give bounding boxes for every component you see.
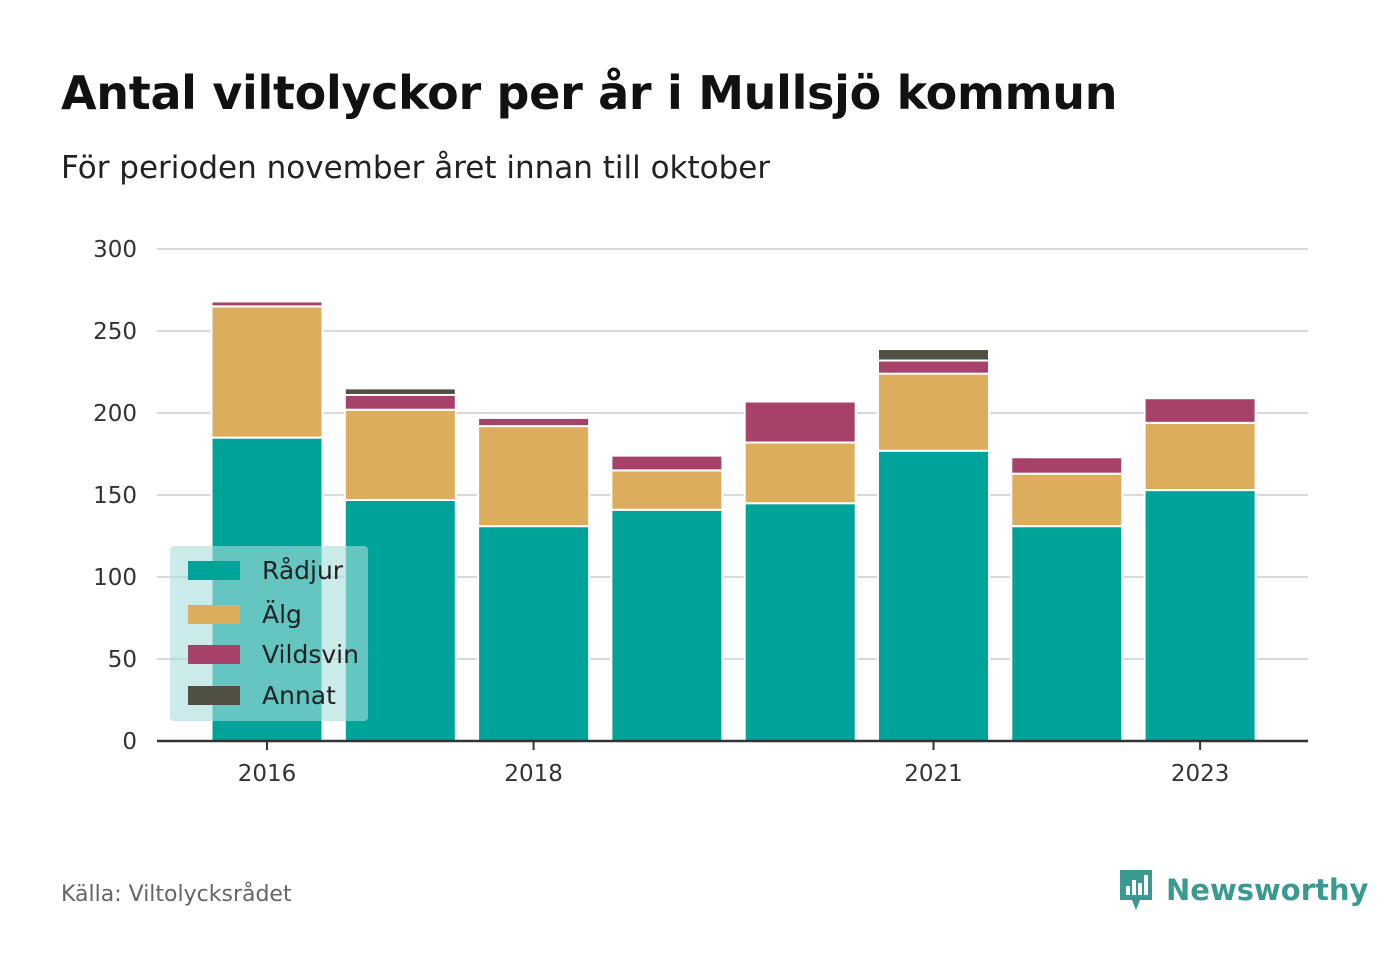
- chart-subtitle: För perioden november året innan till ok…: [61, 150, 771, 186]
- y-tick-label: 300: [93, 237, 137, 263]
- brand-logo: Newsworthy: [1118, 868, 1368, 912]
- x-tick-label: 2021: [904, 761, 963, 787]
- legend-label-vildsvin: Vildsvin: [262, 639, 359, 669]
- legend-label-alg: Älg: [262, 599, 302, 629]
- bar-segment: [1010, 525, 1124, 742]
- legend-label-annat: Annat: [262, 680, 336, 710]
- y-axis-ticks: 0 50 100 150 200 250 300: [93, 237, 137, 755]
- brand-name: Newsworthy: [1166, 873, 1369, 907]
- legend-item-vildsvin: Vildsvin: [188, 638, 359, 670]
- y-tick-label: 200: [93, 401, 137, 427]
- legend-item-radjur: Rådjur: [188, 554, 343, 586]
- legend-swatch-alg: [188, 604, 240, 624]
- legend-swatch-radjur: [188, 560, 240, 580]
- bar-segment: [343, 408, 457, 501]
- bar-segment: [610, 454, 724, 472]
- x-axis: 2016 2018 2021 2023: [157, 739, 1308, 787]
- bar-segment: [1010, 472, 1124, 528]
- bar-segment: [210, 300, 324, 308]
- y-tick-label: 150: [93, 483, 137, 509]
- bar-segment: [877, 348, 990, 362]
- chart-legend: Rådjur Älg Vildsvin Annat: [170, 546, 368, 721]
- bar-segment: [477, 416, 591, 428]
- legend-label-radjur: Rådjur: [262, 555, 344, 585]
- bar-segment: [1143, 489, 1257, 742]
- x-tick-label: 2023: [1171, 761, 1230, 787]
- bar-segment: [1010, 456, 1124, 475]
- x-tick-label: 2018: [504, 761, 563, 787]
- bar-segment: [610, 469, 724, 511]
- bars: [210, 300, 1257, 743]
- bar-segment: [1143, 421, 1257, 492]
- legend-swatch-vildsvin: [188, 644, 240, 664]
- bar-segment: [877, 372, 990, 452]
- bar-segment: [877, 359, 990, 375]
- newsworthy-logo-icon: [1120, 870, 1152, 910]
- bar-segment: [743, 502, 857, 743]
- legend-item-alg: Älg: [188, 598, 302, 630]
- y-tick-label: 50: [108, 647, 137, 673]
- source-note: Källa: Viltolycksrådet: [61, 882, 292, 907]
- bar-segment: [1143, 397, 1257, 424]
- bar-segment: [477, 525, 591, 742]
- bar-segment: [610, 508, 724, 743]
- bar-segment: [477, 425, 591, 528]
- y-tick-label: 100: [93, 565, 137, 591]
- y-tick-label: 250: [93, 319, 137, 345]
- legend-swatch-annat: [188, 685, 240, 705]
- bar-segment: [210, 305, 324, 439]
- bar-segment: [343, 393, 457, 411]
- legend-item-annat: Annat: [188, 679, 336, 711]
- bar-segment: [743, 400, 857, 444]
- chart-title: Antal viltolyckor per år i Mullsjö kommu…: [61, 66, 1118, 120]
- x-tick-label: 2016: [238, 761, 297, 787]
- bar-segment: [743, 441, 857, 505]
- bar-segment: [343, 387, 457, 396]
- bar-segment: [877, 449, 990, 742]
- y-tick-label: 0: [122, 729, 137, 755]
